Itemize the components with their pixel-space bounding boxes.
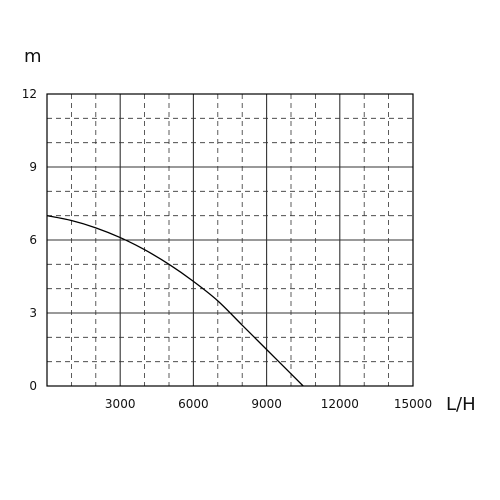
y-tick-label: 9	[29, 160, 37, 174]
x-tick-label: 6000	[178, 397, 209, 411]
x-axis-unit-label: L/H	[446, 394, 476, 415]
y-tick-label: 0	[29, 379, 37, 393]
x-tick-label: 12000	[321, 397, 359, 411]
series-layer	[46, 215, 304, 387]
plot-frame	[46, 93, 414, 387]
y-tick-label: 3	[29, 306, 37, 320]
x-tick-label: 15000	[394, 397, 432, 411]
y-tick-label: 12	[22, 87, 37, 101]
x-tick-label: 9000	[251, 397, 282, 411]
tick-layer: 3000 6000 9000 12000 15000 0 3 6 9 12	[22, 87, 432, 411]
x-tick-label: 3000	[105, 397, 136, 411]
pump-curve-line	[46, 215, 304, 387]
y-tick-label: 6	[29, 233, 37, 247]
y-axis-unit-label: m	[24, 46, 42, 67]
grid-layer	[47, 94, 413, 386]
